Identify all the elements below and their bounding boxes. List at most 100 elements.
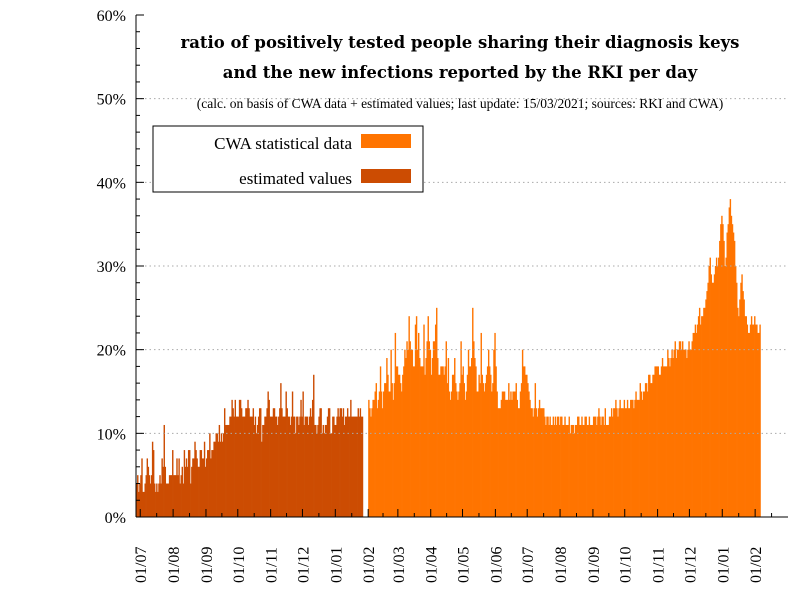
bar-estimated bbox=[263, 424, 265, 517]
bar-cwa bbox=[734, 266, 737, 517]
bar-cwa bbox=[688, 341, 690, 517]
bar-cwa bbox=[687, 349, 689, 517]
bar-cwa bbox=[423, 324, 425, 517]
bar-cwa bbox=[475, 366, 477, 517]
bar-estimated bbox=[193, 458, 195, 517]
bar-estimated bbox=[270, 416, 273, 517]
bar-estimated bbox=[225, 424, 227, 517]
bar-cwa bbox=[573, 433, 576, 517]
bar-estimated bbox=[186, 466, 189, 517]
bar-estimated bbox=[303, 424, 305, 517]
bar-cwa bbox=[461, 374, 463, 517]
bar-cwa bbox=[627, 408, 630, 517]
bar-cwa bbox=[442, 366, 444, 517]
bar-estimated bbox=[191, 466, 193, 517]
bar-cwa bbox=[487, 349, 490, 517]
bar-cwa bbox=[607, 424, 610, 517]
bar-cwa bbox=[498, 408, 500, 517]
bar-cwa bbox=[634, 399, 636, 517]
bar-estimated bbox=[319, 408, 321, 517]
bar-cwa bbox=[705, 299, 707, 517]
bar-cwa bbox=[431, 358, 434, 517]
bar-estimated bbox=[151, 441, 154, 517]
bar-cwa bbox=[631, 399, 633, 517]
bar-estimated bbox=[172, 450, 174, 517]
bar-cwa bbox=[535, 408, 538, 517]
y-tick-label: 20% bbox=[97, 343, 126, 360]
bar-estimated bbox=[326, 416, 329, 517]
x-tick-label: 01/05 bbox=[456, 547, 473, 583]
bar-estimated bbox=[288, 416, 291, 517]
bar-estimated bbox=[239, 399, 242, 517]
x-tick-label: 01/12 bbox=[295, 547, 312, 583]
bar-cwa bbox=[465, 391, 468, 517]
bar-estimated bbox=[165, 483, 168, 517]
bar-estimated bbox=[255, 433, 258, 517]
x-tick-label: 01/02 bbox=[361, 547, 378, 583]
bar-cwa bbox=[426, 341, 428, 517]
bar-cwa bbox=[742, 291, 744, 517]
bar-cwa bbox=[369, 408, 371, 517]
bar-cwa bbox=[739, 299, 741, 517]
bar-estimated bbox=[328, 408, 331, 517]
bar-cwa bbox=[495, 366, 497, 517]
bar-cwa bbox=[587, 424, 590, 517]
bar-estimated bbox=[289, 424, 292, 517]
bar-estimated bbox=[254, 416, 257, 517]
bar-estimated bbox=[228, 424, 230, 517]
bar-cwa bbox=[383, 391, 385, 517]
bar-cwa bbox=[730, 215, 733, 518]
bar-cwa bbox=[566, 424, 568, 517]
bar-cwa bbox=[522, 366, 525, 517]
bar-cwa bbox=[759, 324, 761, 517]
bar-estimated bbox=[247, 399, 249, 517]
bar-cwa bbox=[614, 408, 616, 517]
bar-cwa bbox=[515, 383, 517, 517]
bar-cwa bbox=[546, 416, 548, 517]
bar-cwa bbox=[663, 366, 666, 517]
bar-cwa bbox=[661, 358, 664, 517]
legend-swatch-estimated bbox=[361, 169, 411, 183]
bar-estimated bbox=[360, 416, 363, 517]
bar-cwa bbox=[537, 408, 540, 517]
bar-cwa bbox=[602, 416, 604, 517]
bar-estimated bbox=[220, 433, 223, 517]
bar-cwa bbox=[569, 433, 572, 517]
bar-estimated bbox=[325, 424, 328, 517]
bar-estimated bbox=[293, 416, 296, 517]
bar-cwa bbox=[457, 399, 459, 517]
bar-cwa bbox=[405, 358, 407, 517]
bar-cwa bbox=[378, 391, 381, 517]
legend-swatch-cwa bbox=[361, 134, 411, 148]
x-tick-label: 01/06 bbox=[488, 547, 505, 583]
bar-cwa bbox=[637, 399, 639, 517]
bar-estimated bbox=[158, 483, 160, 517]
bar-cwa bbox=[501, 391, 504, 517]
bar-cwa bbox=[756, 324, 758, 517]
bar-cwa bbox=[500, 399, 503, 517]
bar-estimated bbox=[178, 458, 180, 517]
bar-cwa bbox=[582, 424, 584, 517]
bar-cwa bbox=[591, 424, 594, 517]
bar-estimated bbox=[149, 483, 152, 517]
bar-cwa bbox=[540, 408, 543, 517]
bar-cwa bbox=[513, 391, 515, 517]
bar-estimated bbox=[253, 424, 256, 517]
bar-estimated bbox=[321, 433, 323, 517]
bar-cwa bbox=[443, 374, 445, 517]
bar-estimated bbox=[161, 458, 163, 517]
bar-estimated bbox=[361, 416, 364, 517]
bar-cwa bbox=[757, 332, 759, 517]
bar-estimated bbox=[359, 408, 362, 517]
bar-cwa bbox=[393, 383, 396, 517]
bar-cwa bbox=[686, 358, 688, 517]
bar-cwa bbox=[559, 424, 561, 517]
bar-cwa bbox=[425, 358, 427, 517]
bar-cwa bbox=[570, 424, 573, 517]
bar-cwa bbox=[490, 374, 492, 517]
bar-cwa bbox=[390, 349, 392, 517]
bar-cwa bbox=[377, 399, 380, 517]
bar-cwa bbox=[710, 274, 713, 517]
bar-cwa bbox=[493, 349, 495, 517]
bar-cwa bbox=[456, 391, 458, 517]
